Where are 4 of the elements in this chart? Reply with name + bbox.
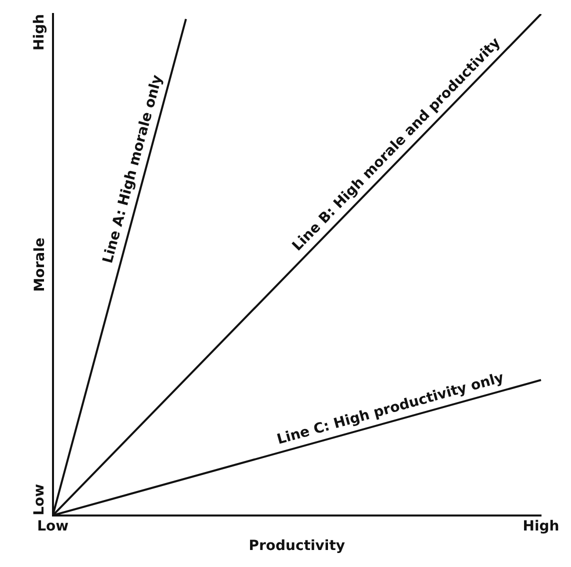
- text: High: [31, 14, 48, 51]
- x-axis-title: Productivity: [248, 538, 346, 554]
- text: Line A: High morale only: [100, 73, 166, 266]
- y-axis-title: Morale: [32, 238, 48, 292]
